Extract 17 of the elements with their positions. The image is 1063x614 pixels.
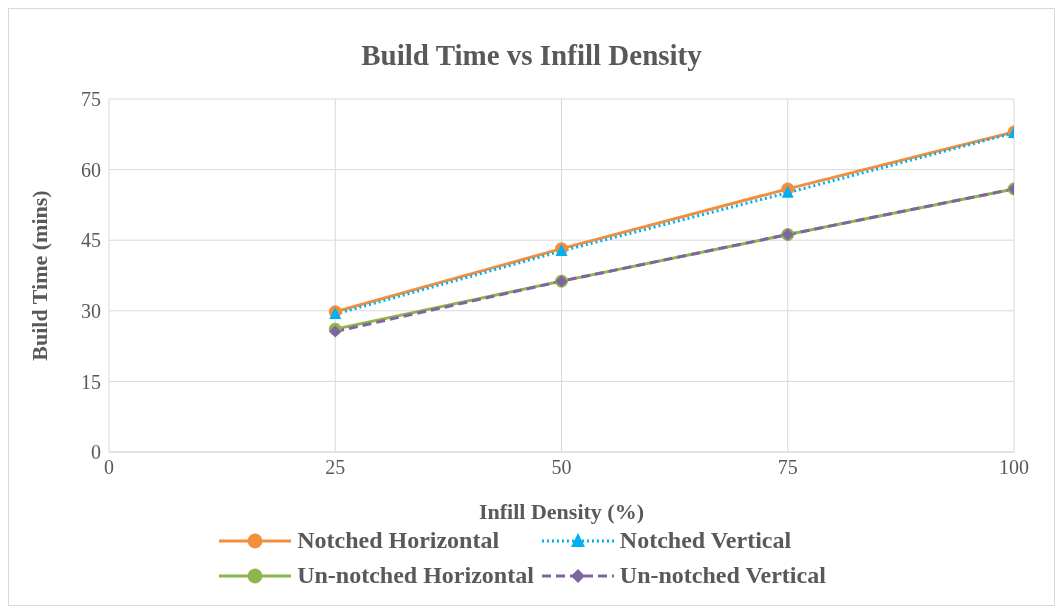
y-tick-label: 45 (81, 229, 101, 252)
legend-label: Notched Horizontal (297, 527, 500, 554)
legend-label: Un-notched Horizontal (297, 562, 534, 589)
x-tick-label: 50 (551, 456, 572, 479)
legend-label: Un-notched Vertical (619, 562, 826, 589)
chart-title: Build Time vs Infill Density (360, 39, 703, 73)
legend-label: Notched Vertical (619, 527, 792, 554)
y-tick-label: 75 (81, 88, 101, 111)
y-axis-title: Build Time (mins) (26, 190, 52, 361)
y-tick-label: 30 (81, 299, 101, 322)
y-tick-label: 15 (81, 370, 101, 393)
y-tick-label: 60 (81, 158, 101, 181)
y-tick-label: 0 (91, 441, 101, 464)
x-tick-label: 100 (999, 456, 1029, 479)
x-tick-label: 75 (777, 456, 798, 479)
x-axis-title: Infill Density (%) (479, 499, 644, 524)
x-tick-label: 25 (325, 456, 346, 479)
